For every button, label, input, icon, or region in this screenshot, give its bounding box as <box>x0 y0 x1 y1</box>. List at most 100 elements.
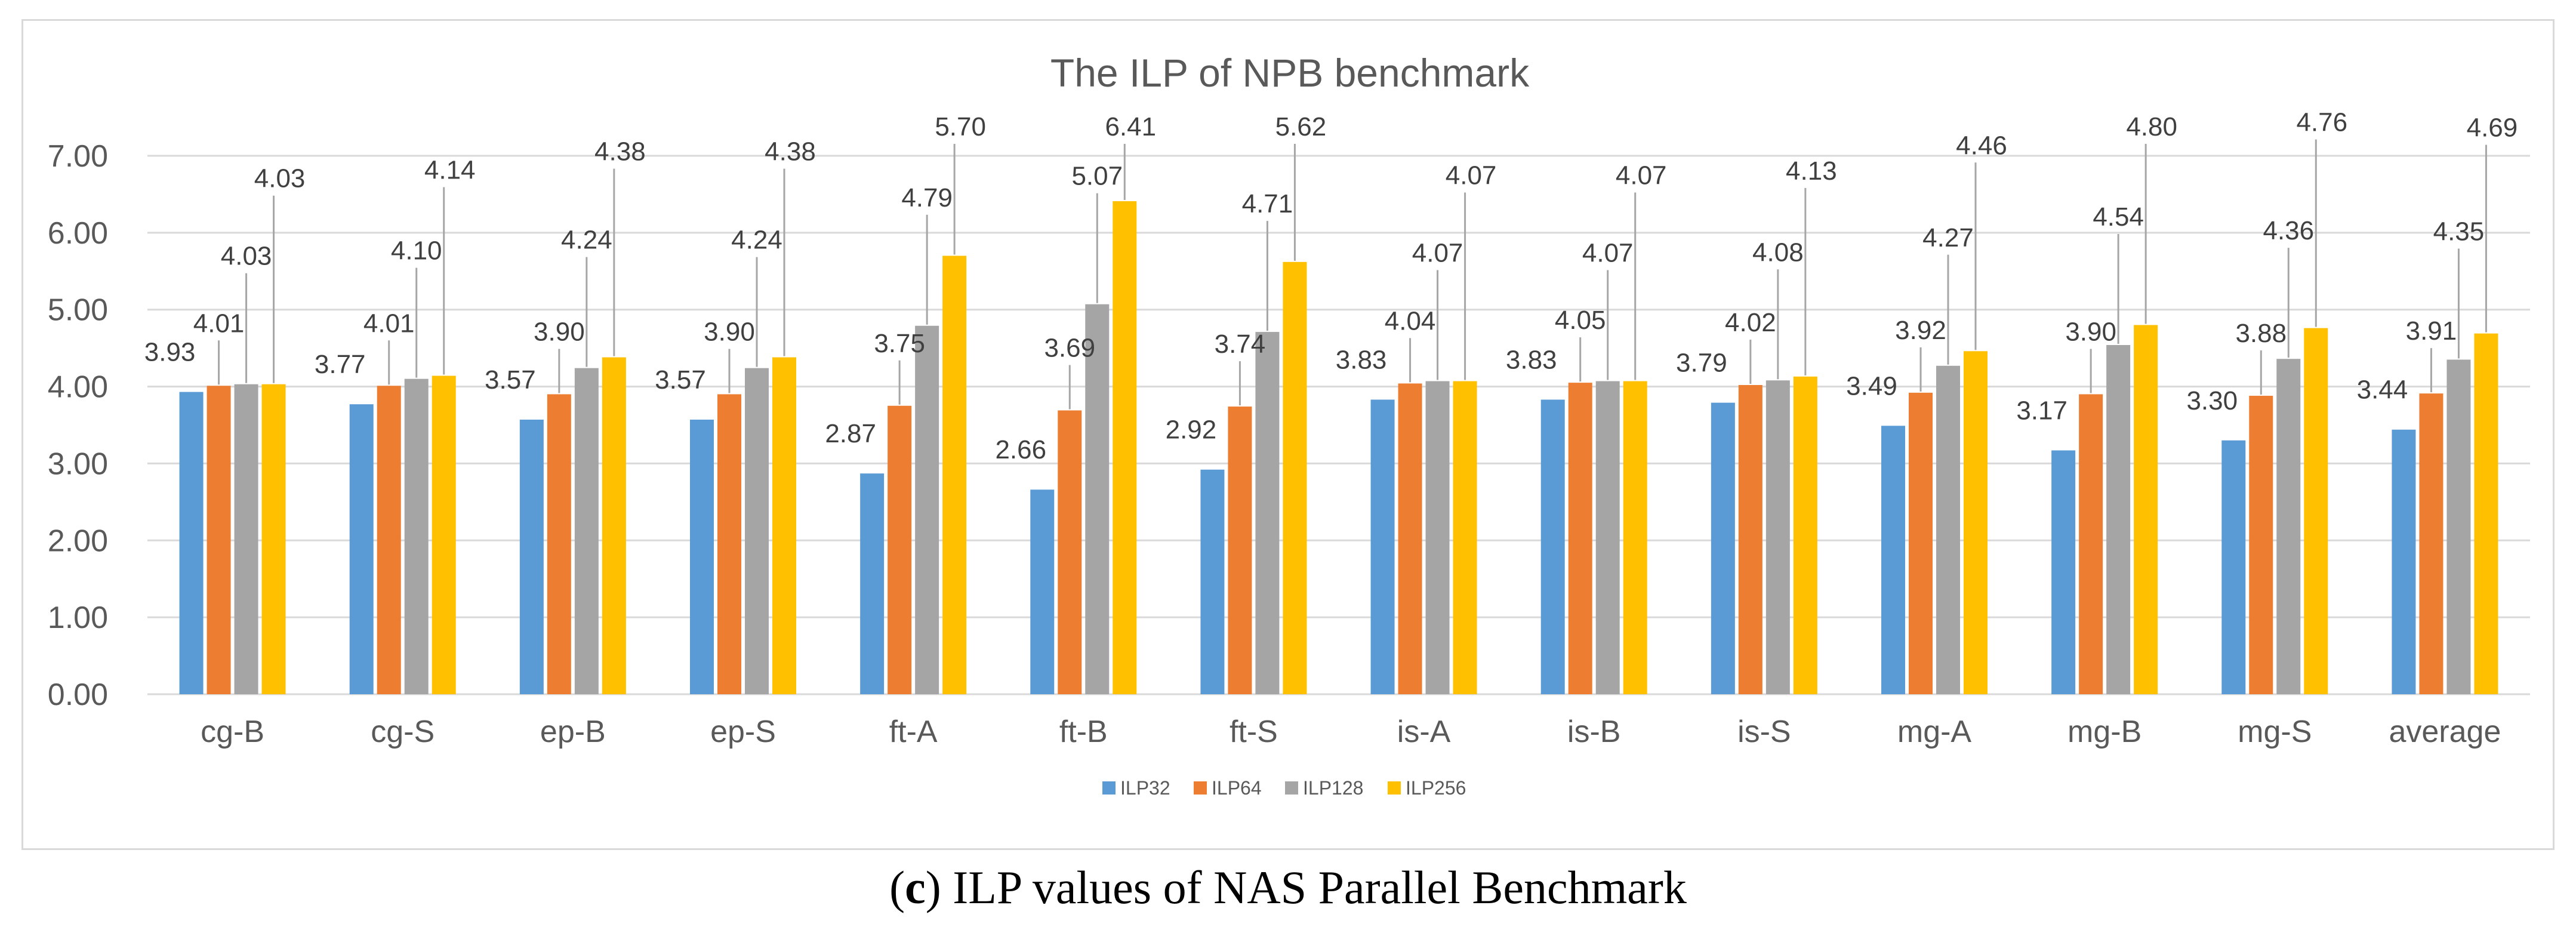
bar-chart: The ILP of NPB benchmark 0.00 1.00 2.00 3.0… <box>48 51 2530 799</box>
bar <box>1283 261 1307 694</box>
caption-open-paren: ( <box>889 861 905 913</box>
x-category-label: mg-S <box>2238 715 2312 749</box>
data-label: 4.69 <box>2467 113 2518 143</box>
x-category-label: mg-B <box>2067 715 2141 749</box>
bar <box>1568 383 1592 694</box>
bar <box>2134 325 2158 694</box>
data-label: 5.62 <box>1275 112 1327 141</box>
legend-swatch <box>1102 781 1116 795</box>
bar <box>1085 304 1110 694</box>
x-axis-categories: cg-B cg-S ep-B ep-S ft-A ft-B ft-S is-A is-B is-S… <box>201 715 2501 749</box>
bar <box>690 419 714 694</box>
legend: ILP32 ILP64 ILP128 ILP256 <box>1102 777 1466 799</box>
caption-close-paren: ) <box>925 861 941 913</box>
bar <box>1793 376 1817 694</box>
data-label: 4.03 <box>254 164 306 193</box>
y-axis-ticks: 0.00 1.00 2.00 3.00 4.00 5.00 6.00 7.00 <box>48 139 108 712</box>
data-label: 4.07 <box>1446 161 1497 190</box>
x-category-label: is-A <box>1397 715 1451 749</box>
data-label: 4.08 <box>1752 238 1804 267</box>
data-label: 3.79 <box>1676 349 1727 378</box>
bar <box>2446 359 2471 694</box>
y-tick-label: 3.00 <box>48 447 108 481</box>
data-label: 4.46 <box>1956 131 2007 160</box>
bar <box>1058 410 1082 694</box>
data-label: 4.04 <box>1385 306 1436 335</box>
bar <box>1370 399 1395 694</box>
data-label: 4.01 <box>363 309 415 338</box>
legend-swatch <box>1388 781 1401 795</box>
x-category-label: mg-A <box>1897 715 1972 749</box>
data-label: 4.02 <box>1725 308 1776 337</box>
bar <box>547 394 571 694</box>
data-labels: 3.934.014.034.033.774.014.104.143.573.90… <box>144 108 2518 465</box>
x-category-label: ft-B <box>1059 715 1108 749</box>
bar <box>519 419 544 694</box>
bar <box>234 384 258 694</box>
data-label: 4.10 <box>391 236 442 266</box>
data-label: 3.44 <box>2357 375 2408 405</box>
data-label: 4.05 <box>1555 306 1606 335</box>
data-label: 3.92 <box>1895 316 1946 345</box>
legend-label: ILP128 <box>1303 777 1363 799</box>
bar <box>860 473 885 694</box>
bar <box>404 378 429 694</box>
legend-label: ILP256 <box>1406 777 1466 799</box>
x-category-label: is-B <box>1567 715 1621 749</box>
bar <box>602 357 626 694</box>
bar <box>942 255 967 694</box>
data-label: 4.35 <box>2433 217 2485 246</box>
data-label: 4.27 <box>1922 223 1974 253</box>
bar <box>1228 407 1252 694</box>
data-label: 4.36 <box>2263 216 2314 245</box>
y-tick-label: 5.00 <box>48 293 108 328</box>
bar <box>1936 365 1960 694</box>
data-label: 3.49 <box>1846 371 1897 401</box>
bar <box>2419 393 2443 694</box>
bar <box>1964 351 1988 694</box>
bar <box>2276 359 2301 694</box>
bar <box>1595 381 1620 694</box>
data-label: 3.90 <box>534 317 585 346</box>
bar <box>2249 396 2273 694</box>
data-label: 3.83 <box>1336 345 1387 374</box>
bar <box>2304 328 2328 694</box>
figure-caption: (c) ILP values of NAS Parallel Benchmark <box>0 860 2576 916</box>
x-category-label: ft-A <box>889 715 938 749</box>
data-label: 4.07 <box>1412 239 1463 268</box>
bar <box>1765 380 1790 694</box>
data-label: 2.66 <box>995 435 1046 464</box>
bar <box>2051 450 2076 694</box>
bar <box>1255 332 1280 694</box>
bar <box>1200 469 1225 694</box>
bar <box>1909 392 1933 694</box>
x-category-label: ep-B <box>540 715 606 749</box>
data-label: 4.79 <box>901 183 953 213</box>
y-tick-label: 2.00 <box>48 524 108 558</box>
gridlines <box>147 155 2530 695</box>
data-label: 3.77 <box>315 350 366 379</box>
bar <box>179 392 204 694</box>
data-label: 4.38 <box>765 137 816 167</box>
x-category-label: average <box>2389 715 2501 749</box>
bar <box>1881 426 1905 694</box>
legend-label: ILP64 <box>1212 777 1262 799</box>
y-tick-label: 4.00 <box>48 370 108 405</box>
x-category-label: cg-B <box>201 715 264 749</box>
data-label: 4.38 <box>594 137 646 167</box>
bar <box>888 405 912 694</box>
bar <box>1738 384 1762 694</box>
data-label: 4.71 <box>1242 189 1293 218</box>
bar <box>574 368 599 694</box>
bar <box>1711 402 1735 694</box>
x-category-label: is-S <box>1737 715 1791 749</box>
data-label: 3.74 <box>1215 330 1266 359</box>
data-label: 5.70 <box>935 112 986 141</box>
y-tick-label: 1.00 <box>48 601 108 635</box>
bar <box>745 368 769 694</box>
y-tick-label: 6.00 <box>48 216 108 251</box>
data-label: 4.13 <box>1786 156 1837 186</box>
x-category-label: ep-S <box>710 715 776 749</box>
data-label: 4.07 <box>1616 161 1667 190</box>
bar <box>349 404 374 694</box>
